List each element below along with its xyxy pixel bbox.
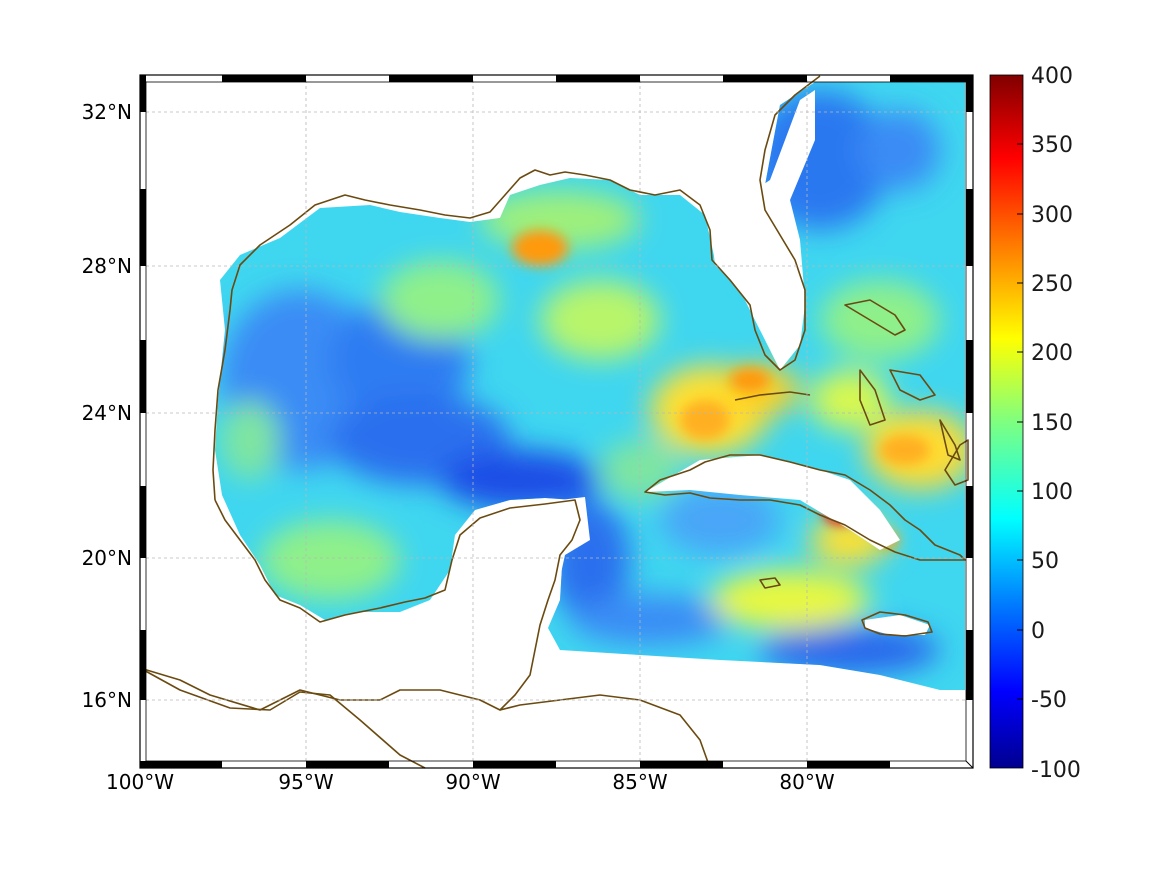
- mexico-coast: [139, 499, 581, 711]
- jamaica-coast: [861, 611, 933, 637]
- coastlines: [139, 75, 969, 769]
- map-frame: [139, 74, 974, 769]
- graticule: [146, 80, 966, 762]
- colorbar-label-50: 50: [1031, 549, 1059, 574]
- lat-label-28n: 28°N: [82, 254, 132, 278]
- gulf-coast-us: [212, 75, 821, 501]
- colorbar: 400 350 300 250 200 150 100 50 0 -50 -10…: [989, 64, 1081, 783]
- lon-label-80w: 80°W: [779, 770, 834, 794]
- colorbar-label-350: 350: [1031, 133, 1073, 158]
- colorbar-label-250: 250: [1031, 272, 1073, 297]
- bahamas-coast: [844, 299, 961, 461]
- lon-label-95w: 95°W: [278, 770, 333, 794]
- hispaniola-coast: [944, 439, 969, 486]
- honduras-coast: [499, 694, 711, 769]
- frame-bottom-segments: [140, 761, 890, 768]
- colorbar-label-100: 100: [1031, 480, 1073, 505]
- longitude-labels: 100°W 95°W 90°W 85°W 80°W: [106, 770, 835, 794]
- keys-coast: [734, 391, 811, 401]
- frame-right-segments: [966, 75, 973, 700]
- lat-label-32n: 32°N: [82, 100, 132, 124]
- colorbar-label-200: 200: [1031, 341, 1073, 366]
- lon-label-85w: 85°W: [612, 770, 667, 794]
- colorbar-label-150: 150: [1031, 411, 1073, 436]
- lat-label-20n: 20°N: [82, 546, 132, 570]
- colorbar-label-400: 400: [1031, 64, 1073, 89]
- colorbar-label-300: 300: [1031, 203, 1073, 228]
- frame-top-segments: [222, 75, 973, 82]
- cuba-coast: [644, 454, 966, 561]
- data-field: [215, 82, 965, 690]
- colorbar-label-minus100: -100: [1031, 758, 1081, 783]
- lon-label-90w: 90°W: [445, 770, 500, 794]
- latitude-labels: 32°N 28°N 24°N 20°N 16°N: [82, 100, 132, 712]
- lat-label-16n: 16°N: [82, 688, 132, 712]
- land-mask: [440, 90, 930, 700]
- colorbar-label-0: 0: [1031, 619, 1045, 644]
- central-america-coast: [139, 667, 426, 769]
- isle-of-youth-coast: [759, 577, 781, 589]
- frame-left-segments: [140, 75, 146, 700]
- lon-label-100w: 100°W: [106, 770, 174, 794]
- colorbar-ticks: [1017, 143, 1023, 700]
- colorbar-label-minus50: -50: [1031, 688, 1067, 713]
- lat-label-24n: 24°N: [82, 401, 132, 425]
